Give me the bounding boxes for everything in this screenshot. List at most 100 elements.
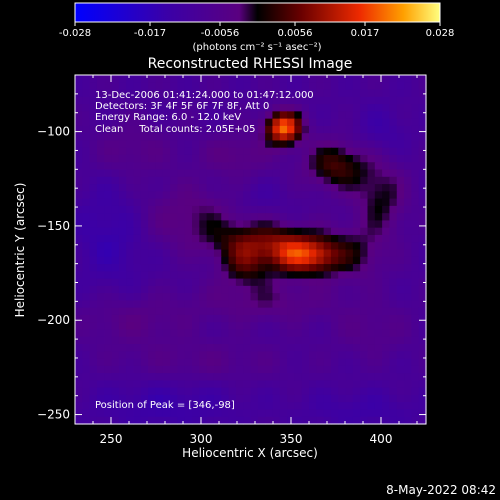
heatmap-cell [257,242,266,251]
heatmap-cell [140,365,149,374]
heatmap-cell [221,96,230,105]
heatmap-cell [213,111,222,120]
heatmap-cell [257,358,266,367]
heatmap-cell [206,162,215,171]
heatmap-cell [75,351,83,360]
heatmap-cell [382,387,391,396]
heatmap-cell [287,314,295,323]
heatmap-cell [316,293,325,301]
heatmap-cell [374,293,383,301]
heatmap-cell [411,285,420,294]
heatmap-cell [396,416,405,425]
heatmap-cell [404,300,412,309]
heatmap-cell [367,373,376,381]
heatmap-cell [279,402,288,411]
heatmap-cell [279,154,288,163]
heatmap-cell [287,96,295,105]
heatmap-cell [389,154,398,163]
heatmap-cell [184,365,193,374]
heatmap-cell [301,344,310,352]
heatmap-cell [148,191,157,200]
heatmap-cell [170,329,178,338]
heatmap-cell [352,249,361,258]
heatmap-cell [133,264,142,272]
heatmap-cell [301,242,310,251]
heatmap-cell [75,169,83,178]
heatmap-cell [309,242,317,251]
heatmap-cell [411,365,420,374]
heatmap-cell [301,89,310,98]
heatmap-cell [250,242,259,251]
heatmap-cell [352,169,361,178]
heatmap-cell [133,365,142,374]
heatmap-cell [177,176,186,185]
heatmap-cell [301,104,310,112]
heatmap-cell [184,162,193,171]
heatmap-cell [192,285,200,294]
heatmap-cell [162,205,171,214]
heatmap-cell [184,191,193,200]
heatmap-cell [316,394,325,403]
heatmap-cell [272,387,281,396]
heatmap-cell [323,96,332,105]
heatmap-cell [330,162,339,171]
heatmap-cell [411,249,420,258]
heatmap-cell [199,373,208,381]
heatmap-cell [338,351,347,360]
heatmap-cell [360,205,369,214]
heatmap-cell [155,82,164,91]
heatmap-cell [206,329,215,338]
heatmap-cell [104,111,113,120]
heatmap-cell [250,234,259,243]
heatmap-cell [367,351,376,360]
heatmap-cell [155,387,164,396]
heatmap-cell [316,329,325,338]
heatmap-cell [287,344,295,352]
heatmap-cell [360,133,369,142]
heatmap-cell [396,329,405,338]
heatmap-cell [309,234,317,243]
heatmap-cell [111,234,120,243]
heatmap-cell [213,373,222,381]
heatmap-cell [396,344,405,352]
heatmap-cell [228,169,237,178]
heatmap-cell [352,394,361,403]
heatmap-cell [192,314,200,323]
heatmap-cell [389,133,398,142]
heatmap-cell [367,191,376,200]
heatmap-cell [206,387,215,396]
heatmap-cell [404,242,412,251]
heatmap-cell [111,402,120,411]
heatmap-cell [374,198,383,207]
heatmap-cell [323,184,332,192]
heatmap-cell [162,322,171,331]
heatmap-cell [89,300,98,309]
heatmap-cell [89,402,98,411]
heatmap-cell [250,198,259,207]
heatmap-cell [170,278,178,287]
heatmap-cell [104,402,113,411]
heatmap-cell [133,271,142,280]
heatmap-cell [126,242,135,251]
heatmap-cell [294,380,303,389]
heatmap-cell [221,191,230,200]
heatmap-cell [345,307,354,316]
heatmap-cell [75,205,83,214]
colorbar-units: (photons cm⁻² s⁻¹ asec⁻²) [192,42,321,53]
heatmap-cell [257,125,266,134]
heatmap-cell [374,402,383,411]
heatmap-cell [279,169,288,178]
heatmap-cell [228,307,237,316]
heatmap-cell [367,336,376,345]
heatmap-cell [345,365,354,374]
heatmap-cell [250,111,259,120]
heatmap-cell [257,234,266,243]
heatmap-cell [360,198,369,207]
heatmap-cell [75,133,83,142]
heatmap-cell [330,89,339,98]
heatmap-cell [184,118,193,127]
heatmap-cell [411,154,420,163]
heatmap-cell [272,344,281,352]
heatmap-cell [309,271,317,280]
heatmap-cell [199,242,208,251]
